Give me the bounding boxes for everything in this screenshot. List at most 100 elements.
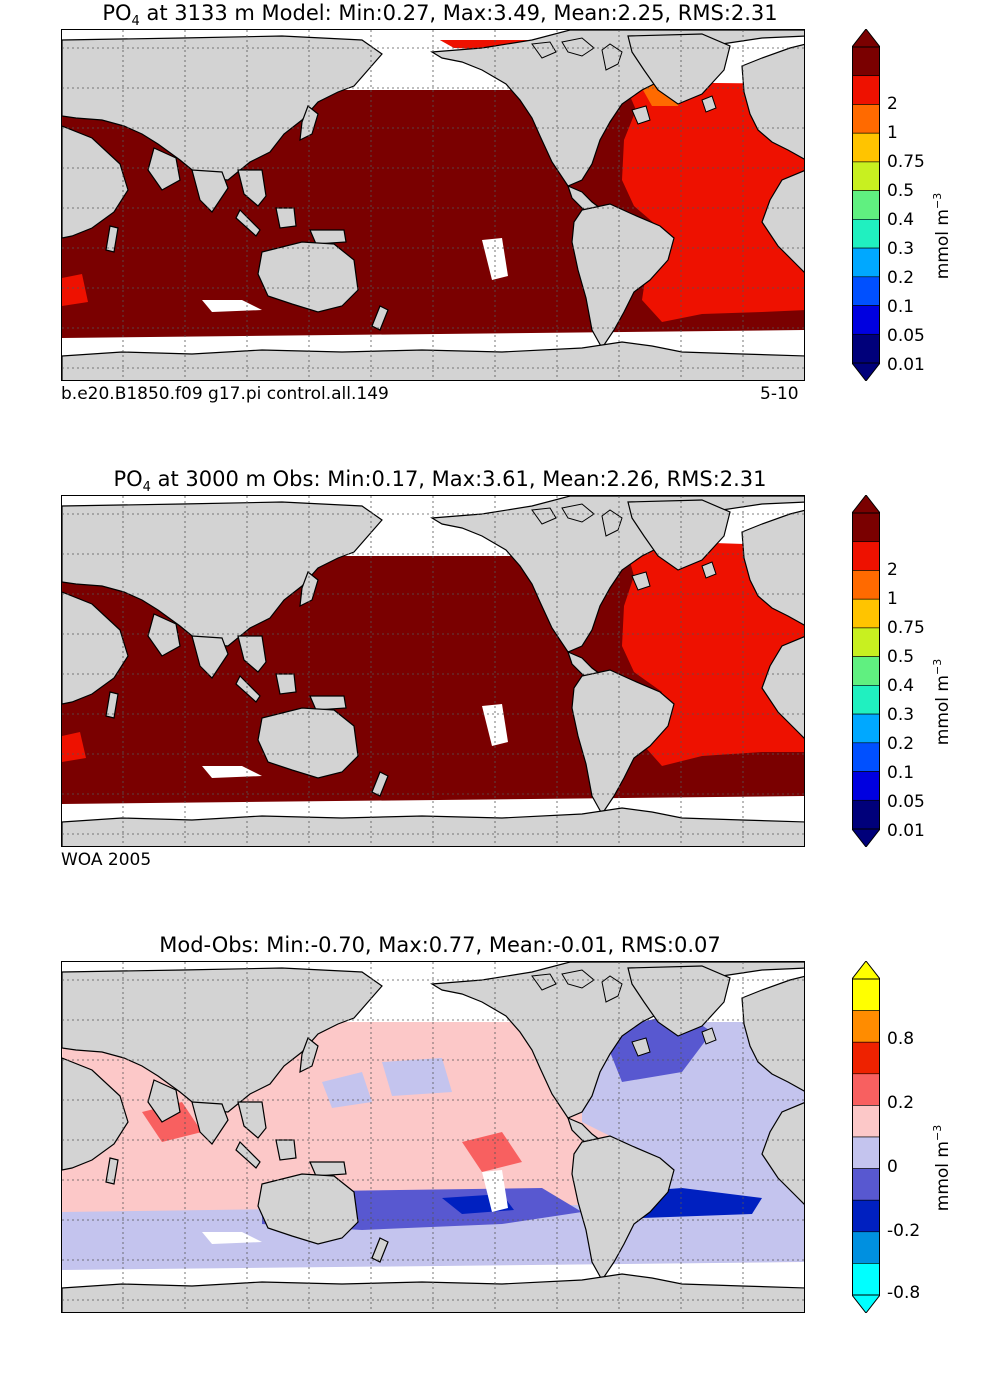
colorbar-tick: 0.2 [887,268,915,288]
island [701,95,717,113]
landmass-europeNW [741,43,804,160]
landmass-madagascar [105,225,119,253]
colorbar-segment [852,1199,880,1233]
colorbar-segment [852,132,880,163]
model-panel: PO4 at 3133 m Model: Min:0.27, Max:3.49,… [0,0,994,440]
no-data-region [202,1232,262,1244]
field-patch [62,732,86,762]
landmass-sumatra [235,674,261,703]
colorbar-segment [852,570,880,600]
colorbar-tick: 0.75 [887,618,925,638]
landmass-greenland [627,499,731,571]
colorbar-tick: 0.3 [887,705,915,725]
colorbar-segment [852,161,880,191]
depth-range-label: 5-10 [760,384,799,404]
landmass-newZealand [371,771,389,797]
landmass-india [191,635,229,679]
field-patch [62,274,88,306]
colorbar-segment [852,1041,880,1075]
colorbar-segment [852,627,880,657]
landmass-australia [257,707,359,779]
panel-title: Mod-Obs: Min:-0.70, Max:0.77, Mean:-0.01… [159,933,721,957]
colorbar-tick: 1 [887,123,898,143]
colorbar-frame [852,46,880,364]
colorbar-segment [852,1105,880,1138]
colorbar-segment [852,512,880,543]
island [531,41,557,59]
no-data-region [482,704,508,746]
colorbar-extend-bottom [852,828,880,847]
colorbar-unit: mmol m−3 [931,1124,953,1212]
landmass-madagascar [105,691,119,719]
colorbar-tick: 2 [887,94,898,114]
colorbar-segment [852,333,880,364]
colorbar-segment [852,1073,880,1106]
landmass-sumatra [235,1140,261,1169]
colorbar-segment [852,771,880,801]
case-label: b.e20.B1850.f09 g17.pi control.all.149 [61,384,389,404]
graticule [62,962,804,1312]
colorbar [852,495,880,847]
colorbar-tick: 0 [887,1157,898,1177]
no-data-region [202,300,262,312]
colorbar-extend-bottom [852,362,880,381]
colorbar-segment [852,799,880,830]
colorbar-extend-bottom [852,1294,880,1313]
no-data-region [482,238,508,280]
landmass-sumatra [235,208,261,237]
landmass-newGuinea [309,1161,347,1177]
landmass-madagascar [105,1157,119,1185]
island [631,1037,651,1057]
landmass-japan [299,571,319,608]
colorbar-segment [852,598,880,629]
colorbar-segment [852,1168,880,1201]
colorbar-segment [852,219,880,249]
colorbar-tick: 0.2 [887,1093,915,1113]
obs-field-map [62,496,804,846]
colorbar-segment [852,1231,880,1264]
landmass-africaEast [62,1057,129,1171]
landmass-newGuinea [309,229,347,245]
landmass-indochina [237,169,267,207]
island [601,975,623,1003]
colorbar-segment [852,1263,880,1296]
landmass-africaEast [62,125,129,239]
landmass-japan [299,105,319,142]
island [701,1027,717,1045]
colorbar-tick: 0.4 [887,676,915,696]
source-label: WOA 2005 [61,850,152,870]
landmass-southAmerica [571,203,675,350]
field-patch [382,1058,452,1096]
colorbar-segment [852,104,880,134]
island [561,37,595,57]
colorbar-tick: -0.8 [887,1283,921,1303]
colorbar-segment [852,978,880,1011]
landmass-greenland [627,965,731,1037]
island [601,509,623,537]
colorbar-segment [852,276,880,306]
colorbar-extend-top [852,495,880,514]
landmass-africaWest [761,636,804,739]
island [631,105,651,125]
field-patch [322,1072,372,1108]
diff-panel: Mod-Obs: Min:-0.70, Max:0.77, Mean:-0.01… [0,932,994,1372]
no-data-region [482,1170,508,1212]
map-area [61,29,805,381]
colorbar-segment [852,247,880,278]
landmass-greenland [627,33,731,105]
colorbar-tick: 1 [887,589,898,609]
colorbar-segment [852,190,880,220]
colorbar-tick: 0.1 [887,297,915,317]
island [531,507,557,525]
colorbar-segment [852,1136,880,1169]
colorbar-segment [852,1010,880,1043]
landmass-borneo [275,673,297,695]
map-area [61,495,805,847]
landmass-europeNW [741,975,804,1092]
landmass-arabia [147,613,181,657]
colorbar-segment [852,46,880,77]
panel-title: PO4 at 3133 m Model: Min:0.27, Max:3.49,… [102,1,778,30]
landmass-africaEast [62,591,129,705]
colorbar-segment [852,685,880,715]
colorbar [852,29,880,381]
